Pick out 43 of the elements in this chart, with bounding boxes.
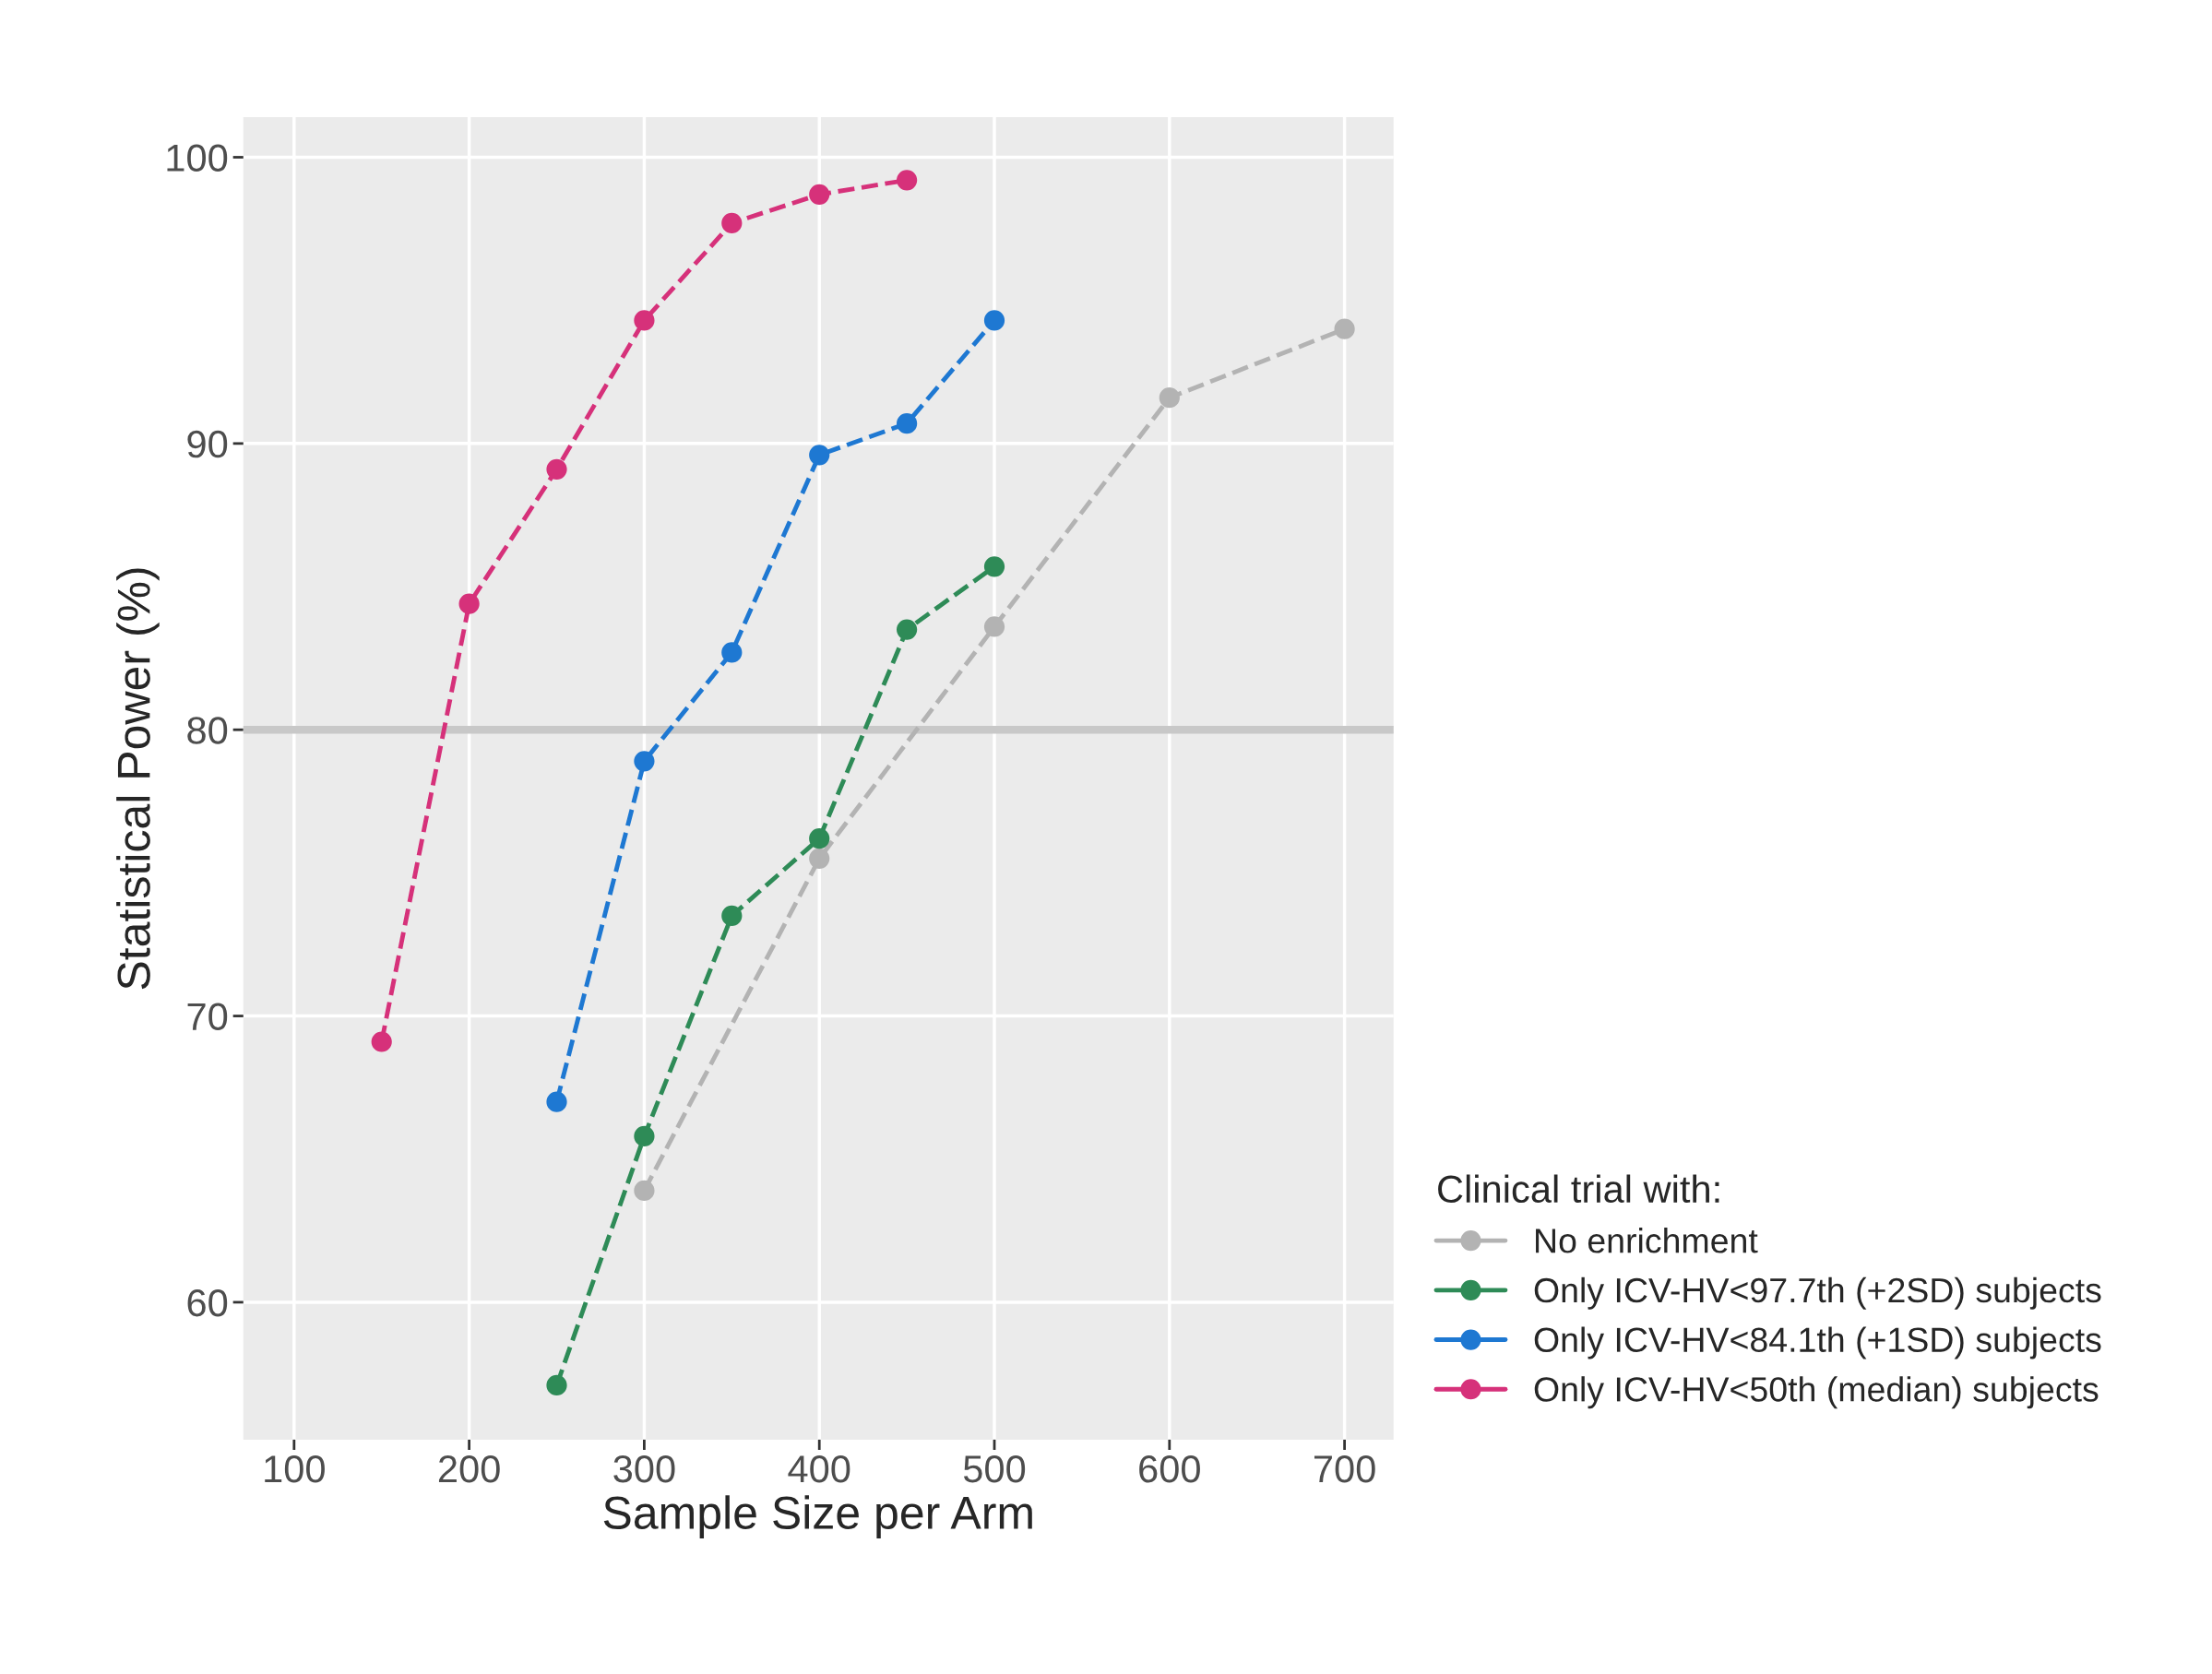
point [1334,318,1355,339]
legend-label: No enrichment [1536,1228,1758,1253]
point [721,905,743,927]
point [897,619,918,640]
x-tick-label: 100 [265,1454,325,1483]
y-tick-label: 60 [187,1288,228,1317]
x-tick-label: 400 [788,1454,850,1483]
x-tick-label: 500 [963,1454,1026,1483]
point [721,212,743,233]
point [546,1374,567,1396]
legend-label: Only ICV-HV<84.1th (+1SD) subjects [1534,1326,2101,1359]
legend-label: Only ICV-HV<50th (median) subjects [1534,1376,2099,1409]
point [546,1091,567,1112]
point [634,1125,655,1147]
legend-title: Clinical trial with: [1438,1174,1719,1204]
y-tick-label: 80 [187,717,228,744]
point [809,445,830,466]
point [897,413,918,434]
y-axis-title: Statistical Power (%) [116,568,160,990]
point [809,184,830,205]
y-tick-label: 90 [187,430,228,458]
point [897,170,918,191]
point [809,848,830,869]
point [983,556,1005,577]
x-tick-label: 300 [613,1454,675,1483]
x-tick-label: 700 [1314,1454,1375,1483]
point [371,1031,392,1052]
point [458,593,480,614]
x-tick-label: 600 [1139,1454,1200,1483]
point [546,458,567,480]
y-tick-label: 70 [187,1003,228,1031]
point [634,310,655,331]
point [983,616,1005,637]
point [809,828,830,849]
point [1159,387,1180,409]
legend-label: Only ICV-HV<97.7th (+2SD) subjects [1534,1276,2101,1310]
point [721,642,743,663]
x-axis-title: Sample Size per Arm [603,1495,1032,1538]
point [634,1180,655,1201]
point [634,751,655,772]
point [983,310,1005,331]
y-tick-label: 100 [167,144,228,172]
x-tick-label: 200 [438,1454,500,1483]
